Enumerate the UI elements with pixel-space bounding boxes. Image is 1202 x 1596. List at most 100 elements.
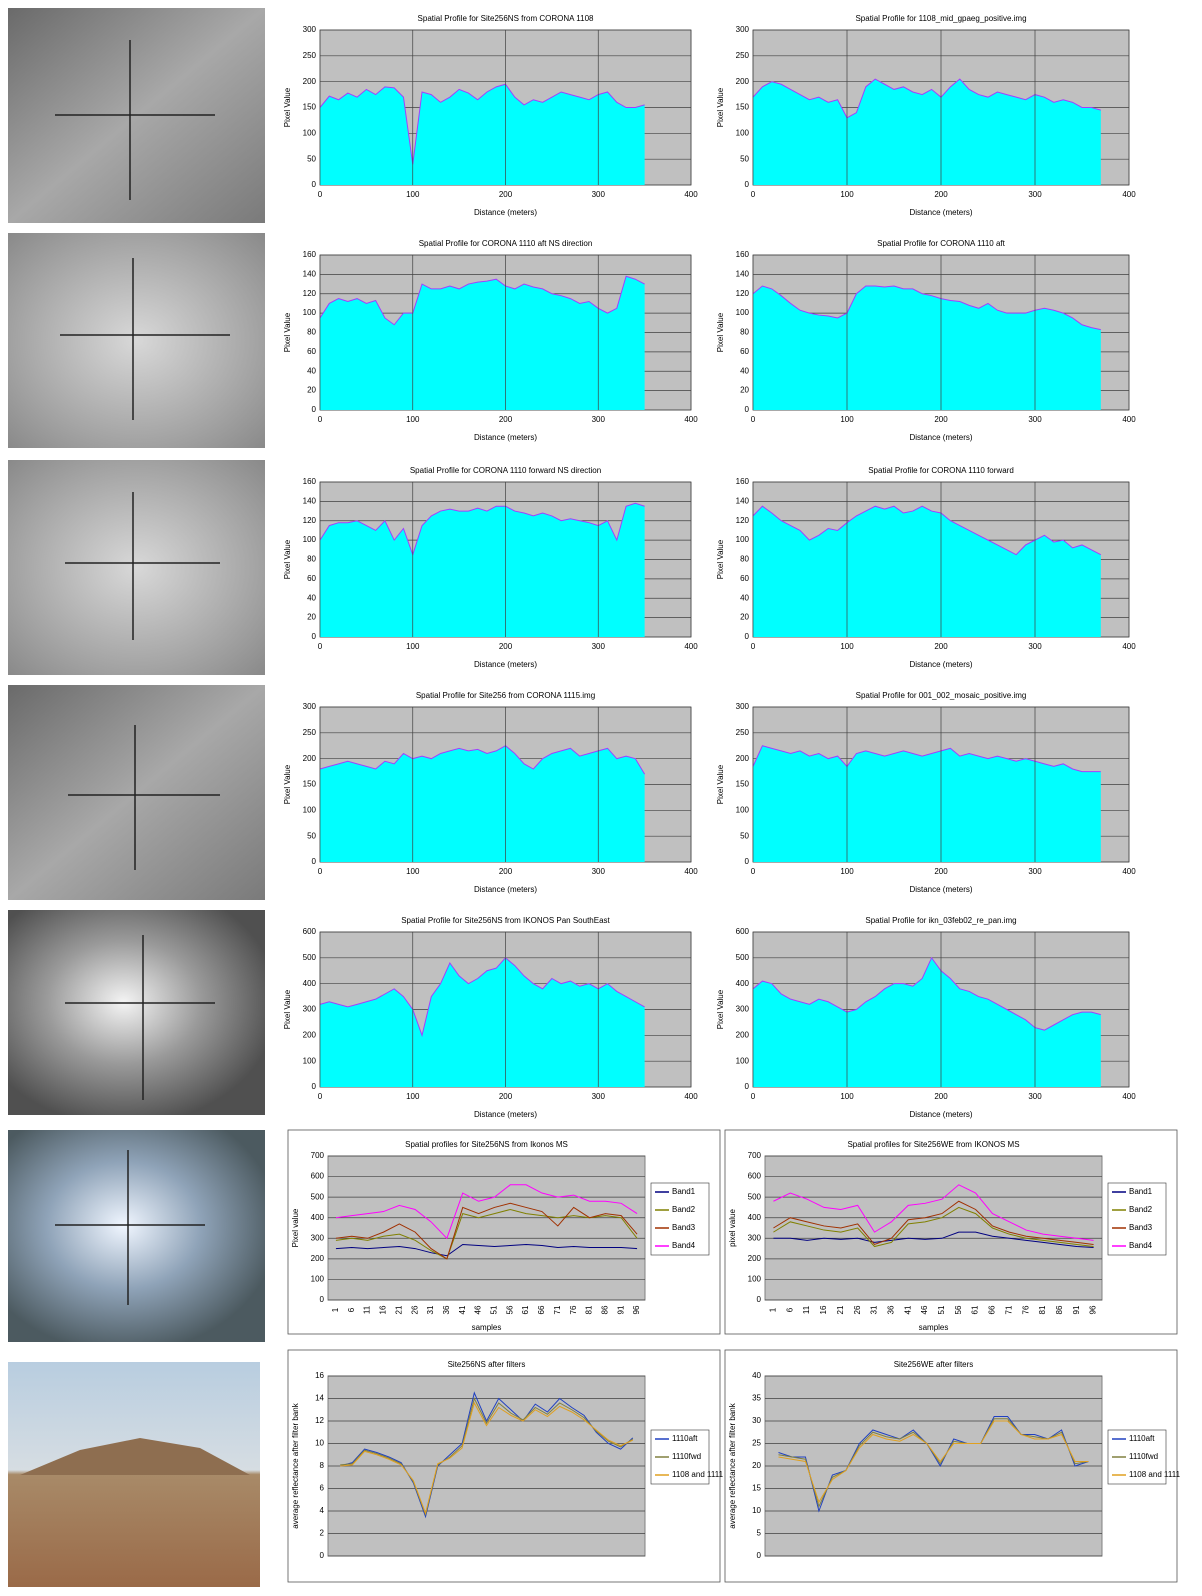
x-tick-label: 46 xyxy=(474,1305,483,1314)
area xyxy=(320,276,645,410)
y-axis-label: Pixel Value xyxy=(716,87,725,127)
y-tick-label: 200 xyxy=(736,77,750,86)
x-tick-label: 200 xyxy=(499,867,513,876)
x-tick-label: 26 xyxy=(853,1305,862,1314)
chart: Spatial Profile for 001_002_mosaic_posit… xyxy=(716,691,1136,894)
x-tick-label: 100 xyxy=(406,415,420,424)
y-tick-label: 100 xyxy=(303,535,317,544)
profile-line xyxy=(319,502,645,557)
y-tick-label: 40 xyxy=(740,593,749,602)
y-tick-label: 60 xyxy=(740,574,749,583)
series-line xyxy=(335,1243,638,1257)
chart-title: Spatial profiles for Site256NS from Ikon… xyxy=(405,1140,568,1149)
x-tick-label: 400 xyxy=(684,642,698,651)
y-tick-label: 600 xyxy=(303,927,317,936)
x-tick-label: 71 xyxy=(1004,1305,1013,1314)
legend-label: Band3 xyxy=(672,1223,696,1232)
chart: Spatial Profile for Site256 from CORONA … xyxy=(283,691,698,894)
chart: Spatial Profile for Site256NS from CORON… xyxy=(283,14,698,217)
legend-box xyxy=(1107,1429,1167,1485)
x-tick-label: 66 xyxy=(537,1305,546,1314)
x-axis-label: Distance (meters) xyxy=(474,208,537,217)
x-tick-label: 100 xyxy=(840,1092,854,1101)
chart-frame xyxy=(724,1129,1178,1335)
x-tick-label: 300 xyxy=(592,867,606,876)
area xyxy=(320,503,645,637)
y-tick-label: 100 xyxy=(736,308,750,317)
x-tick-label: 200 xyxy=(934,642,948,651)
y-tick-label: 120 xyxy=(736,516,750,525)
mound xyxy=(20,1438,250,1475)
chart-title: Spatial Profile for CORONA 1110 aft NS d… xyxy=(419,239,593,248)
x-tick-label: 400 xyxy=(1122,190,1136,199)
area xyxy=(753,79,1101,185)
x-tick-label: 21 xyxy=(394,1305,403,1314)
area xyxy=(753,506,1101,637)
x-tick-label: 0 xyxy=(751,642,756,651)
x-tick-label: 41 xyxy=(903,1305,912,1314)
legend-label: 1108 and 1111 xyxy=(1129,1470,1181,1479)
x-axis-label: samples xyxy=(919,1323,949,1332)
x-tick-label: 400 xyxy=(684,415,698,424)
series-line xyxy=(335,1202,638,1260)
y-tick-label: 80 xyxy=(740,555,749,564)
y-axis-label: average reflectance after filter bank xyxy=(728,1402,737,1528)
area xyxy=(320,84,645,185)
y-tick-label: 40 xyxy=(307,593,316,602)
series-line xyxy=(773,1184,1094,1241)
legend-label: 1110fwd xyxy=(672,1452,701,1461)
legend-label: Band4 xyxy=(672,1241,696,1250)
y-tick-label: 200 xyxy=(748,1254,762,1263)
y-tick-label: 0 xyxy=(757,1551,762,1560)
y-tick-label: 100 xyxy=(748,1275,762,1284)
x-tick-label: 0 xyxy=(751,415,756,424)
y-tick-label: 12 xyxy=(315,1416,324,1425)
y-axis-label: Pixel value xyxy=(291,1208,300,1247)
x-tick-label: 31 xyxy=(426,1305,435,1314)
y-tick-label: 200 xyxy=(303,1030,317,1039)
profile-line xyxy=(319,957,645,1038)
profile-line xyxy=(752,285,1101,331)
series-line xyxy=(778,1420,1089,1504)
y-tick-label: 10 xyxy=(315,1439,324,1448)
y-tick-label: 300 xyxy=(736,25,750,34)
y-tick-label: 160 xyxy=(303,477,317,486)
y-tick-label: 120 xyxy=(303,289,317,298)
y-tick-label: 0 xyxy=(320,1295,325,1304)
profile-line xyxy=(319,745,646,775)
y-tick-label: 200 xyxy=(311,1254,325,1263)
x-tick-label: 0 xyxy=(751,190,756,199)
x-tick-label: 0 xyxy=(318,1092,323,1101)
x-axis-label: Distance (meters) xyxy=(909,1110,972,1119)
y-tick-label: 150 xyxy=(303,780,317,789)
y-tick-label: 35 xyxy=(752,1394,761,1403)
y-tick-label: 80 xyxy=(307,328,316,337)
y-tick-label: 0 xyxy=(320,1551,325,1560)
y-tick-label: 250 xyxy=(303,728,317,737)
y-tick-label: 300 xyxy=(303,25,317,34)
y-tick-label: 0 xyxy=(745,857,750,866)
y-tick-label: 50 xyxy=(740,831,749,840)
legend-label: Band4 xyxy=(1129,1241,1153,1250)
x-tick-label: 0 xyxy=(318,867,323,876)
y-tick-label: 150 xyxy=(736,103,750,112)
x-axis-label: Distance (meters) xyxy=(474,433,537,442)
y-tick-label: 0 xyxy=(745,632,750,641)
x-tick-label: 300 xyxy=(1028,190,1042,199)
chart-title: Spatial Profile for Site256 from CORONA … xyxy=(416,691,595,700)
chart-title: Spatial Profile for CORONA 1110 forward xyxy=(868,466,1014,475)
y-tick-label: 100 xyxy=(303,308,317,317)
photo xyxy=(8,910,265,1115)
series-line xyxy=(773,1231,1094,1249)
y-tick-label: 160 xyxy=(736,477,750,486)
chart: Spatial Profile for ikn_03feb02_re_pan.i… xyxy=(716,916,1136,1119)
x-tick-label: 300 xyxy=(592,415,606,424)
x-tick-label: 71 xyxy=(553,1305,562,1314)
y-tick-label: 100 xyxy=(736,805,750,814)
x-axis-label: Distance (meters) xyxy=(474,660,537,669)
chart: Spatial Profile for CORONA 1110 aft NS d… xyxy=(283,239,698,442)
y-tick-label: 100 xyxy=(736,535,750,544)
x-tick-label: 0 xyxy=(318,642,323,651)
y-tick-label: 5 xyxy=(757,1529,762,1538)
y-tick-label: 0 xyxy=(312,632,317,641)
